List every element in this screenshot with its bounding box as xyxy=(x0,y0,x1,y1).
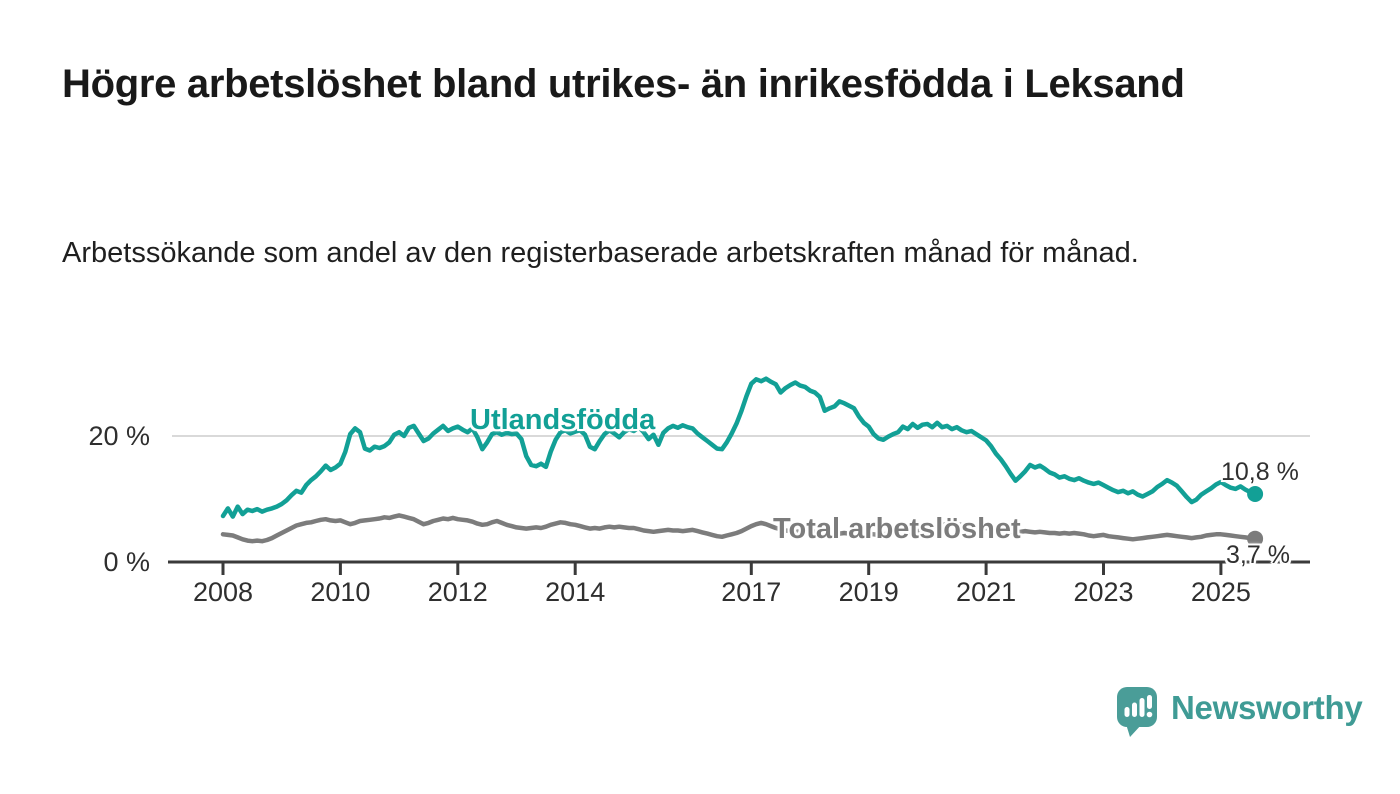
newsworthy-icon xyxy=(1117,687,1157,737)
x-axis-label-2012: 2012 xyxy=(427,577,488,607)
newsworthy-wordmark: Newsworthy xyxy=(1171,689,1363,726)
x-axis-label-2025: 2025 xyxy=(1190,577,1251,607)
series-label-total-arbetsloshet: Total arbetslöshet xyxy=(773,513,1021,545)
x-axis-label-2010: 2010 xyxy=(310,577,371,607)
x-axis-label-2019: 2019 xyxy=(838,577,899,607)
y-axis-label-20: 20 % xyxy=(88,421,150,451)
page-subtitle: Arbetssökande som andel av den registerb… xyxy=(62,237,1139,269)
series-line-0 xyxy=(220,376,1258,519)
x-axis-label-2008: 2008 xyxy=(192,577,254,607)
x-axis-label-2014: 2014 xyxy=(545,577,606,607)
x-axis-label-2017: 2017 xyxy=(721,577,782,607)
series-line-1 xyxy=(220,513,1258,544)
end-value-label-total: 3,7 % xyxy=(1226,541,1290,569)
series-label-utlandsfodda: Utlandsfödda xyxy=(470,404,656,436)
newsworthy-logo: Newsworthy xyxy=(1116,686,1363,738)
series-end-dot-0 xyxy=(1247,486,1264,502)
y-axis-label-0: 0 % xyxy=(103,547,150,577)
x-axis-label-2023: 2023 xyxy=(1073,577,1134,607)
page-title: Högre arbetslöshet bland utrikes- än inr… xyxy=(62,62,1185,106)
x-axis-label-2021: 2021 xyxy=(956,577,1017,607)
end-value-label-utlandsfodda: 10,8 % xyxy=(1221,458,1299,486)
